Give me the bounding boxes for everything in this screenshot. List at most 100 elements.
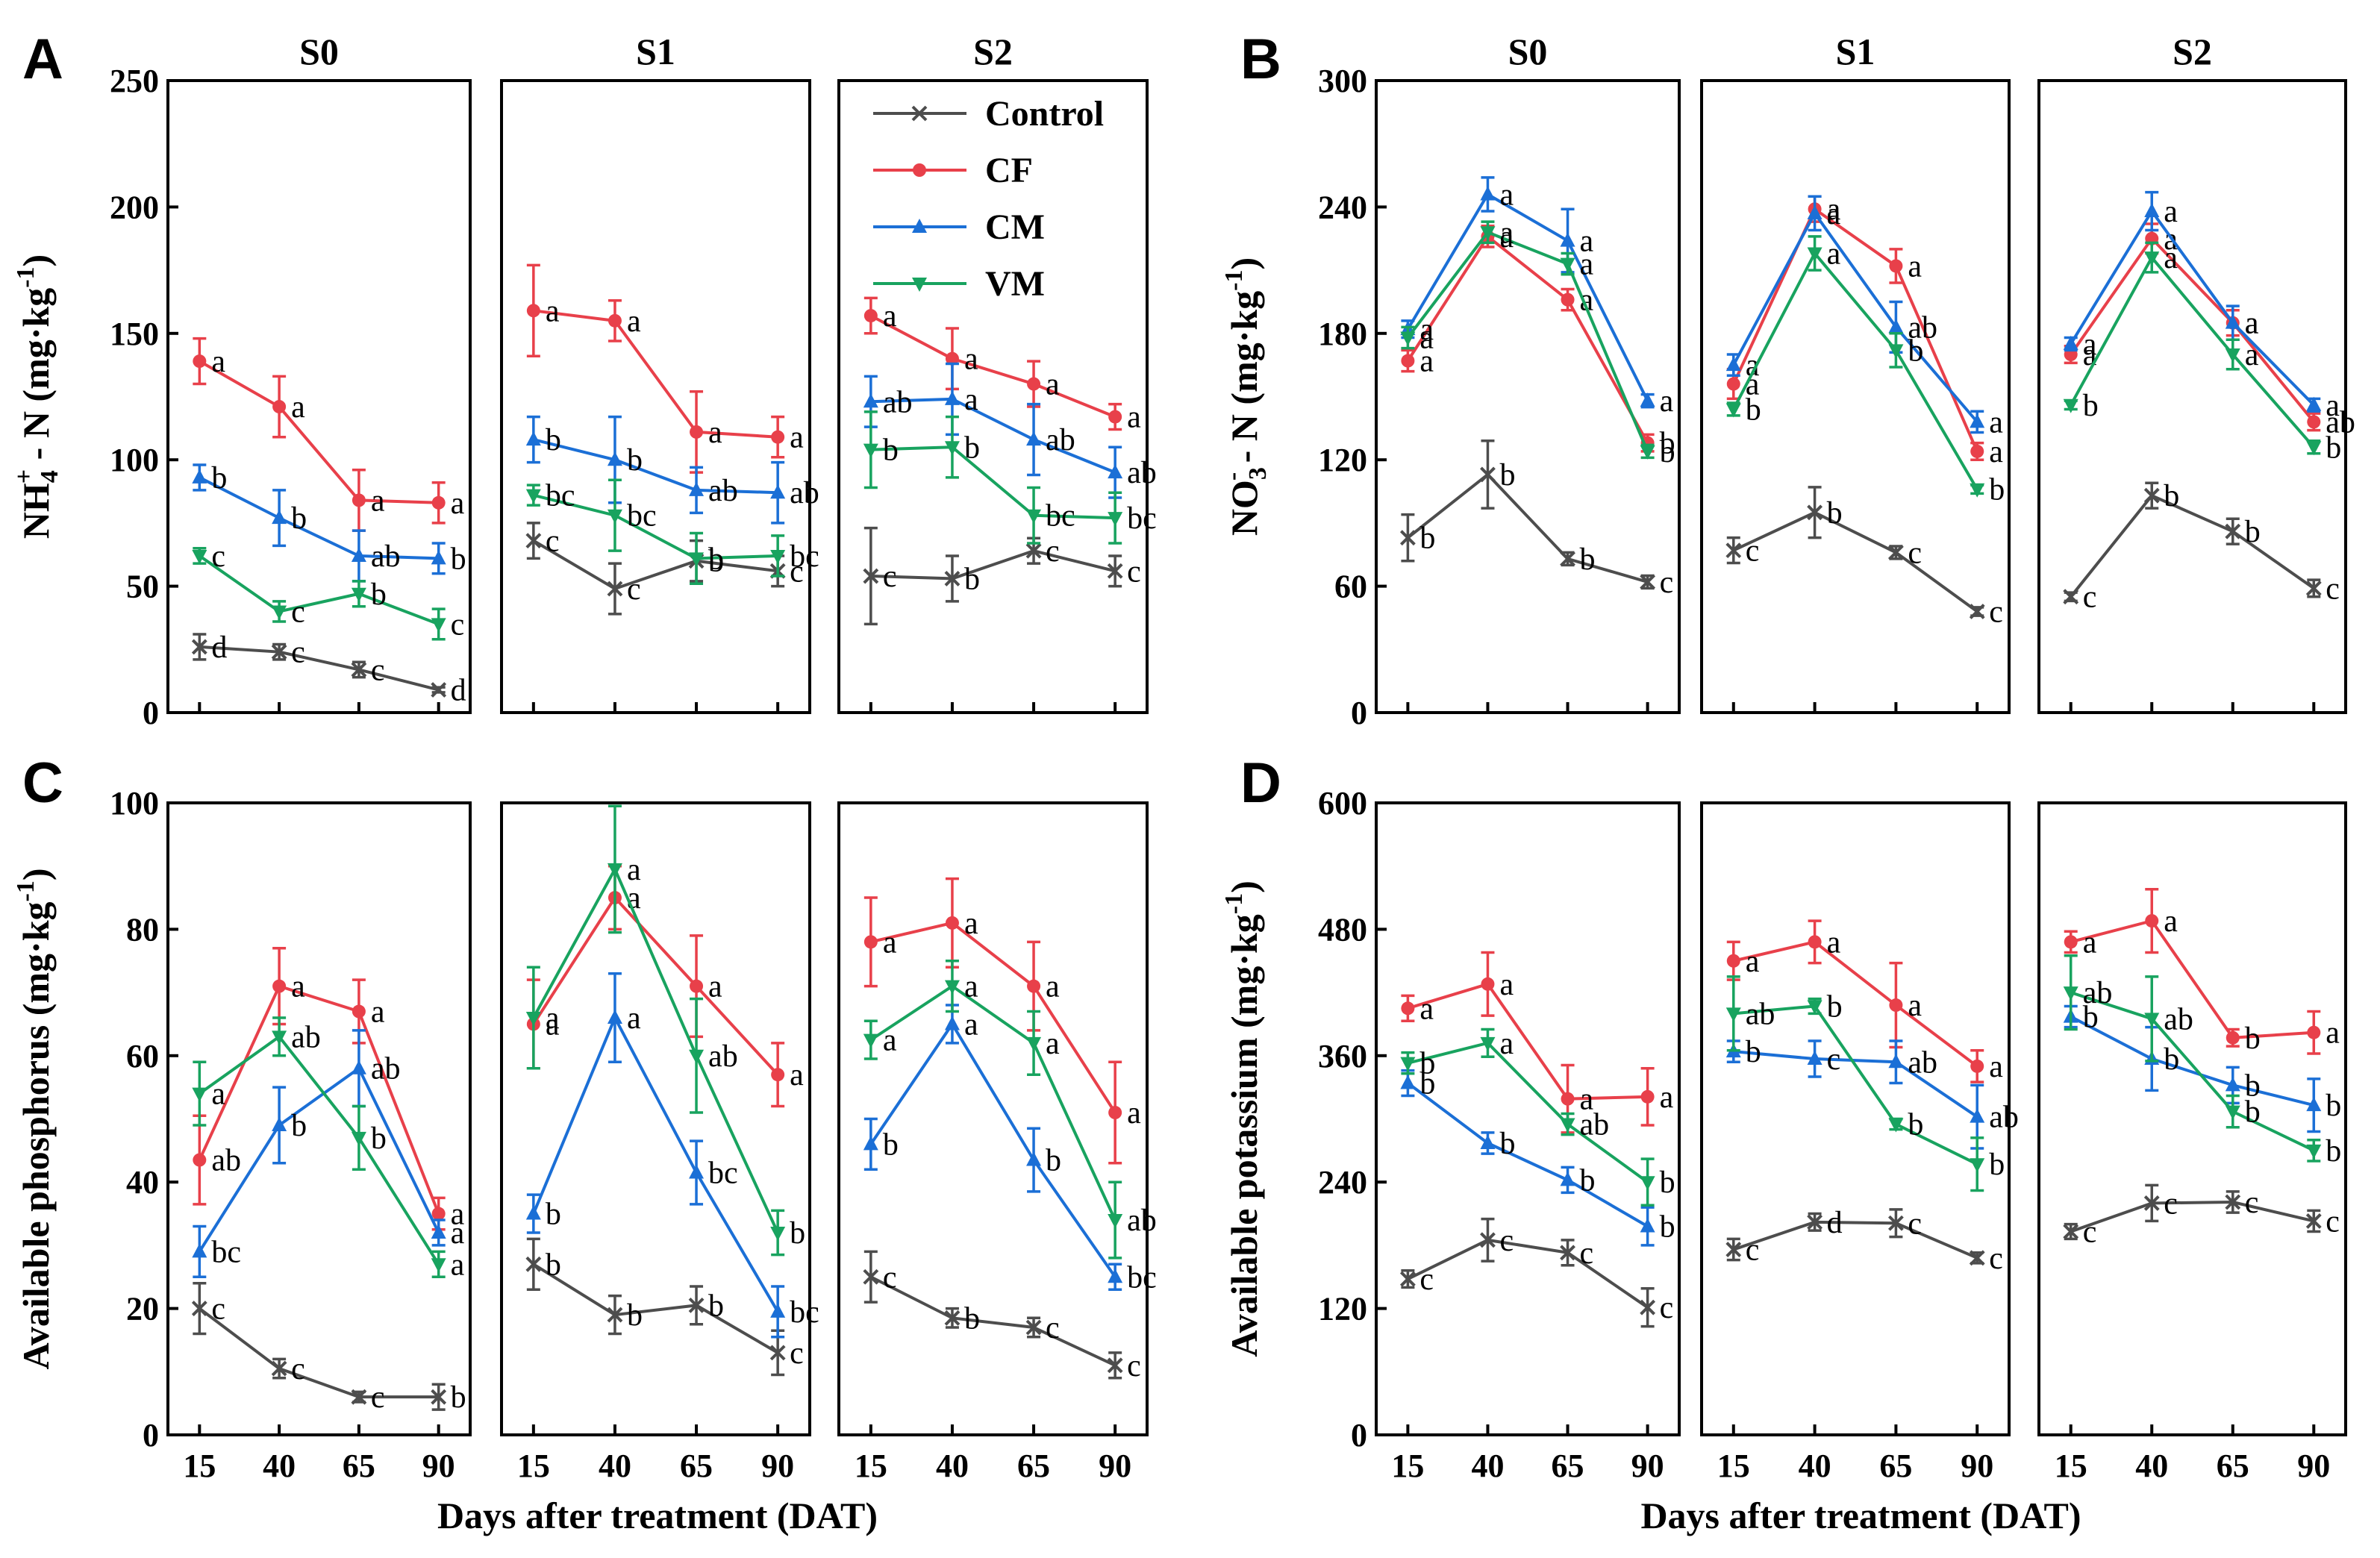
point-VM [1725,403,1741,418]
point-CM [1108,464,1123,479]
point-CM [272,510,287,525]
series-line-VM [869,984,1116,1221]
point-Control [1640,574,1656,590]
plot-frame [1700,801,2011,1436]
series-line-VM [533,493,778,560]
significance-label: c [1746,1233,1760,1268]
series-line-VM [2069,254,2315,448]
x-tick-label: 65 [1879,1448,1912,1484]
significance-label: a [1499,220,1514,254]
significance-label: c [883,1260,897,1295]
point-Control [1807,504,1823,521]
significance-label: b [1908,1108,1923,1142]
significance-label: a [2245,338,2259,372]
series-CM: b a bc bc [525,972,819,1339]
point-Control [1887,545,1904,560]
point-CF [526,304,540,318]
series-CM: b b ab b [192,461,466,583]
significance-label: bc [708,1156,738,1190]
point-CF [690,425,704,439]
y-tick-label: 200 [110,189,159,225]
point-VM [2144,251,2160,266]
point-Control [607,581,623,597]
point-VM [944,441,960,456]
series-CF: a a a a [1726,919,2003,1084]
x-tick-label: 90 [761,1448,794,1484]
y-tick-label: 20 [126,1291,159,1327]
significance-label: a [1499,1027,1514,1061]
point-Control [1107,563,1123,579]
point-Control [2063,589,2079,605]
series-VM: b b bc bc [863,410,1157,545]
significance-label: b [883,434,899,468]
significance-label: a [291,970,305,1004]
significance-label: ab [1746,997,1775,1031]
point-Control [1807,1214,1823,1230]
significance-label: b [1499,1127,1515,1161]
series-Control: d c c d [191,631,466,708]
significance-label: ab [371,1052,401,1086]
legend-marker-CM [912,219,927,233]
point-CM [351,1060,366,1074]
significance-label: a [2245,307,2259,341]
point-VM [2225,1105,2240,1120]
point-VM [1108,512,1123,527]
x-tick-label: 40 [599,1448,631,1484]
significance-label: ab [2164,1002,2193,1036]
point-VM [1888,344,1904,359]
x-tick-label: 90 [2297,1448,2330,1484]
significance-label: a [291,390,305,425]
y-axis-label-B: NO3- - N (mg·kg-1) [1219,257,1272,536]
significance-label: a [1989,435,2003,469]
point-VM [1480,1036,1496,1051]
significance-label: b [1989,1148,2005,1182]
significance-label: c [2164,1186,2178,1221]
point-CM [2225,314,2240,329]
point-Control [1887,1215,1904,1231]
point-Control [2143,487,2160,504]
y-axis-label-D: Available potassium (mg·kg-1) [1220,880,1265,1357]
point-Control [2225,523,2241,539]
significance-label: a [1046,970,1060,1004]
point-Control [271,1360,287,1377]
y-tick-label: 120 [1318,1291,1367,1327]
x-axis-label-D: Days after treatment (DAT) [1640,1495,2081,1536]
series-Control: c c c c [1399,1217,1673,1328]
significance-label: b [371,578,387,612]
significance-label: c [1660,566,1674,600]
point-CM [1888,1054,1904,1069]
point-CM [689,481,705,496]
y-tick-label: 300 [1318,63,1367,99]
point-Control [191,1301,207,1317]
point-CF [1561,1092,1575,1106]
y-tick-label: 60 [126,1038,159,1074]
significance-label: a [1908,249,1922,284]
series-line-CM [869,1021,1116,1278]
y-tick-label: 80 [126,911,159,948]
point-CF [2307,415,2321,429]
point-CM [2225,1077,2240,1092]
point-Control [2305,581,2322,596]
significance-label: b [1419,1067,1435,1101]
significance-label: a [1419,345,1434,379]
plot-frame [1700,79,2011,714]
point-VM [863,1033,878,1048]
significance-label: ab [2083,976,2113,1010]
point-CM [2144,203,2160,218]
y-tick-label: 600 [1318,785,1367,822]
point-CF [1726,954,1740,968]
significance-label: a [1046,368,1060,402]
significance-label: b [1580,542,1596,577]
significance-label: a [964,383,978,417]
x-tick-label: 15 [855,1448,887,1484]
significance-label: a [1419,321,1434,355]
